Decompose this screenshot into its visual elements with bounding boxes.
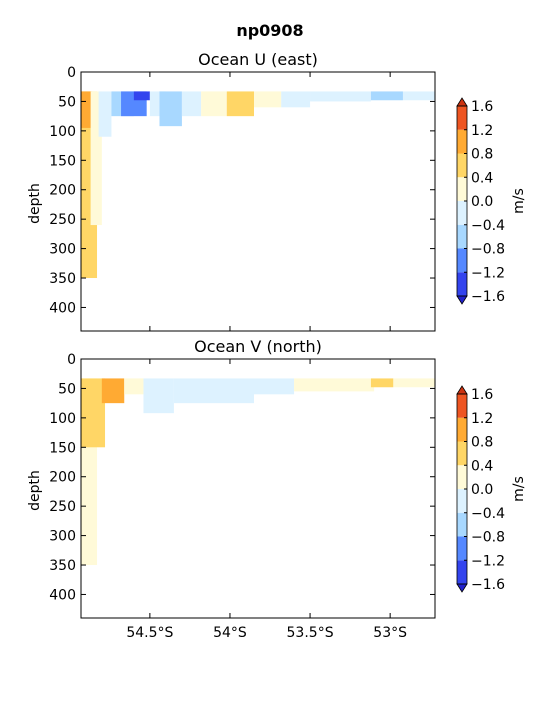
y-axis-label: depth — [27, 183, 43, 224]
data-region — [124, 378, 144, 395]
data-region — [81, 91, 93, 128]
figure-title: np0908 — [236, 21, 303, 40]
colorbar-segment — [457, 536, 467, 561]
colorbar-segment — [457, 441, 467, 466]
data-region — [133, 91, 150, 101]
colorbar-tick-label: −1.6 — [471, 577, 505, 593]
y-tick-label: 200 — [49, 470, 76, 486]
data-region — [402, 91, 435, 101]
data-region — [294, 378, 375, 392]
data-region — [143, 378, 174, 414]
y-tick-label: 50 — [58, 94, 76, 110]
colorbar-tick-label: 1.2 — [471, 123, 493, 139]
colorbar-segment — [457, 106, 467, 130]
colorbar-extend-bottom — [456, 295, 468, 305]
data-region — [159, 91, 182, 127]
data-region — [81, 378, 106, 448]
colorbar-tick-label: 0.8 — [471, 147, 493, 163]
colorbar-label: m/s — [511, 476, 527, 502]
panel-title: Ocean U (east) — [198, 50, 318, 69]
y-tick-label: 0 — [67, 65, 76, 81]
data-region — [393, 378, 435, 388]
colorbar-tick-label: 1.6 — [471, 99, 493, 115]
colorbar-tick-label: 0.0 — [471, 194, 493, 210]
colorbar-tick-label: −1.6 — [471, 289, 505, 305]
data-region — [90, 91, 102, 226]
panel-2: Ocean V (north) 0 50 100 150 200 250 300 350 400 5… — [27, 337, 527, 641]
colorbar-tick-label: −1.2 — [471, 553, 505, 569]
axes-frame — [80, 71, 436, 332]
colorbar-tick-label: −1.2 — [471, 265, 505, 281]
colorbar-label: m/s — [511, 188, 527, 214]
data-region — [173, 378, 254, 404]
y-tick-label: 300 — [49, 529, 76, 545]
y-tick-label: 400 — [49, 587, 76, 603]
y-tick-label: 350 — [49, 558, 76, 574]
colorbar-segment — [457, 560, 467, 584]
colorbar-extend-top — [456, 97, 468, 107]
data-regions — [81, 378, 435, 566]
x-tick-label: 54°S — [213, 625, 247, 641]
y-tick-label: 200 — [49, 183, 76, 199]
y-axis-label: depth — [27, 470, 43, 511]
colorbar-tick-label: −0.4 — [471, 218, 505, 234]
colorbar-segment — [457, 465, 467, 489]
y-tick-label: 50 — [58, 381, 76, 397]
colorbar-segment — [457, 129, 467, 154]
colorbar-tick-label: 0.0 — [471, 482, 493, 498]
x-tick-label: 54.5°S — [126, 625, 173, 641]
y-tick-label: 250 — [49, 212, 76, 228]
axes-frame — [80, 358, 436, 619]
colorbar-segment — [457, 272, 467, 296]
colorbar-segment — [457, 248, 467, 273]
colorbar-extend-top — [456, 385, 468, 395]
y-tick-label: 100 — [49, 411, 76, 427]
data-region — [101, 378, 125, 404]
colorbar: −1.6 −1.2 −0.8 −0.4 0.0 0.4 0.8 1.2 1.6 m/s — [456, 385, 527, 593]
data-region — [281, 91, 311, 108]
data-region — [181, 91, 202, 117]
data-region — [253, 378, 295, 395]
colorbar-segment — [457, 201, 467, 225]
x-tick-label: 53°S — [373, 625, 407, 641]
colorbar-segment — [457, 512, 467, 537]
colorbar-segment — [457, 224, 467, 249]
colorbar-extend-bottom — [456, 583, 468, 593]
colorbar-segment — [457, 417, 467, 442]
y-tick-label: 100 — [49, 124, 76, 140]
panel-1: Ocean U (east) 0 50 100 150 200 250 300 350 400 de… — [27, 50, 527, 332]
colorbar-tick-label: 0.4 — [471, 458, 493, 474]
data-region — [310, 91, 371, 102]
y-tick-label: 400 — [49, 300, 76, 316]
x-tick-label: 53.5°S — [287, 625, 334, 641]
data-region — [253, 91, 282, 108]
colorbar-segment — [457, 153, 467, 178]
y-tick-label: 150 — [49, 153, 76, 169]
colorbar-tick-label: −0.8 — [471, 242, 505, 258]
data-regions — [81, 91, 435, 279]
colorbar-tick-label: 0.4 — [471, 170, 493, 186]
data-region — [98, 91, 112, 137]
y-tick-label: 0 — [67, 352, 76, 368]
data-region — [201, 91, 227, 117]
y-tick-label: 150 — [49, 440, 76, 456]
y-tick-label: 250 — [49, 499, 76, 515]
colorbar-tick-label: −0.8 — [471, 530, 505, 546]
data-region — [370, 378, 394, 388]
data-region — [226, 91, 254, 117]
colorbar-tick-label: −0.4 — [471, 506, 505, 522]
colorbar: −1.6 −1.2 −0.8 −0.4 0.0 0.4 0.8 1.2 1.6 m/s — [456, 97, 527, 305]
panel-title: Ocean V (north) — [194, 337, 322, 356]
colorbar-tick-label: 1.6 — [471, 387, 493, 403]
data-region — [370, 91, 403, 101]
colorbar-segment — [457, 394, 467, 418]
y-tick-label: 350 — [49, 271, 76, 287]
colorbar-segment — [457, 489, 467, 513]
colorbar-tick-label: 0.8 — [471, 435, 493, 451]
colorbar-tick-label: 1.2 — [471, 411, 493, 427]
colorbar-segment — [457, 177, 467, 201]
y-tick-label: 300 — [49, 242, 76, 258]
